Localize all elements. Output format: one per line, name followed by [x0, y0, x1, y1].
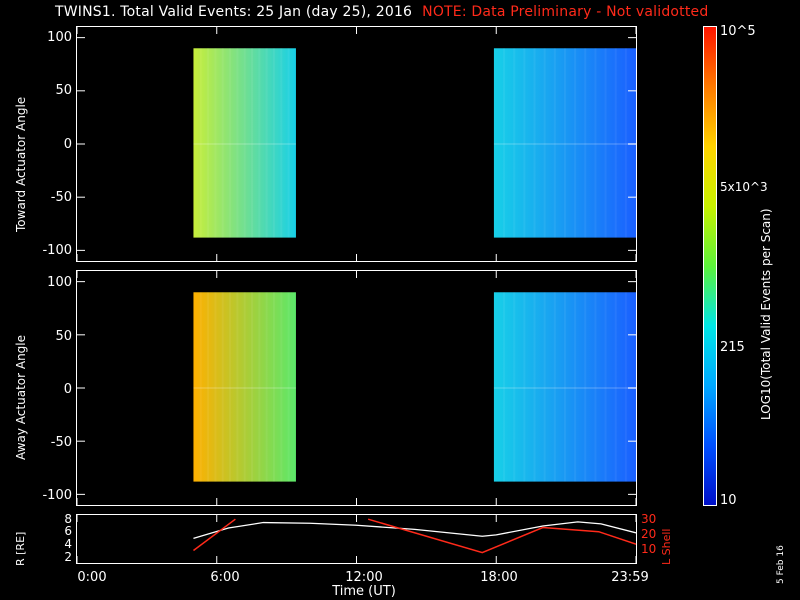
bottom-line-panel: [76, 514, 637, 564]
bottom-ytick-right: 30: [641, 512, 657, 526]
xtick-label: 18:00: [480, 570, 518, 585]
colorbar-tick-label: 5x10^3: [720, 180, 768, 194]
xtick-label: 6:00: [210, 570, 240, 585]
top-ytick-label: 100: [47, 30, 72, 45]
colorbar-tick-label: 10^5: [720, 24, 756, 39]
xtick-label: 12:00: [345, 570, 383, 585]
colorbar-tick-label: 215: [720, 340, 745, 355]
heatmap-block: [493, 48, 636, 238]
heatmap-block: [193, 48, 296, 238]
bottom-ytick-left: 4: [64, 537, 72, 551]
top-ytick-label: 50: [55, 83, 72, 98]
xtick-label: 23:59: [611, 570, 649, 585]
bottom-ytick-right: 10: [641, 542, 657, 556]
colorbar-tick-label: 10: [720, 493, 737, 508]
l-shell-line: [367, 518, 637, 554]
title-text: TWINS1. Total Valid Events: 25 Jan (day …: [55, 4, 413, 20]
colorbar: [703, 26, 717, 506]
middle-ytick-label: 0: [63, 382, 72, 397]
top-ytick-label: -50: [50, 190, 72, 205]
l-shell-line: [193, 518, 236, 552]
middle-heatmap-panel: [76, 270, 637, 506]
x-axis-title: Time (UT): [332, 584, 396, 599]
bottom-ytick-right: 20: [641, 527, 657, 541]
middle-ytick-label: 100: [47, 275, 72, 290]
xtick-label: 0:00: [77, 570, 107, 585]
colorbar-gradient: [704, 27, 716, 505]
middle-ytick-label: 50: [55, 329, 72, 344]
top-ytick-label: 0: [63, 137, 72, 152]
top-ytick-label: -100: [42, 243, 72, 258]
chart-title: TWINS1. Total Valid Events: 25 Jan (day …: [55, 4, 708, 20]
r-distance-line: [193, 521, 637, 539]
top-heatmap-panel: [76, 26, 637, 262]
heatmap-block: [193, 292, 296, 482]
middle-ytick-label: -100: [42, 488, 72, 503]
middle-ytick-label: -50: [50, 435, 72, 450]
bottom-ytick-left: 6: [64, 524, 72, 538]
heatmap-block: [493, 292, 636, 482]
bottom-ytick-left: 2: [64, 550, 72, 564]
bottom-ytick-left: 8: [64, 512, 72, 526]
preliminary-note: NOTE: Data Preliminary - Not validotted: [422, 4, 709, 20]
